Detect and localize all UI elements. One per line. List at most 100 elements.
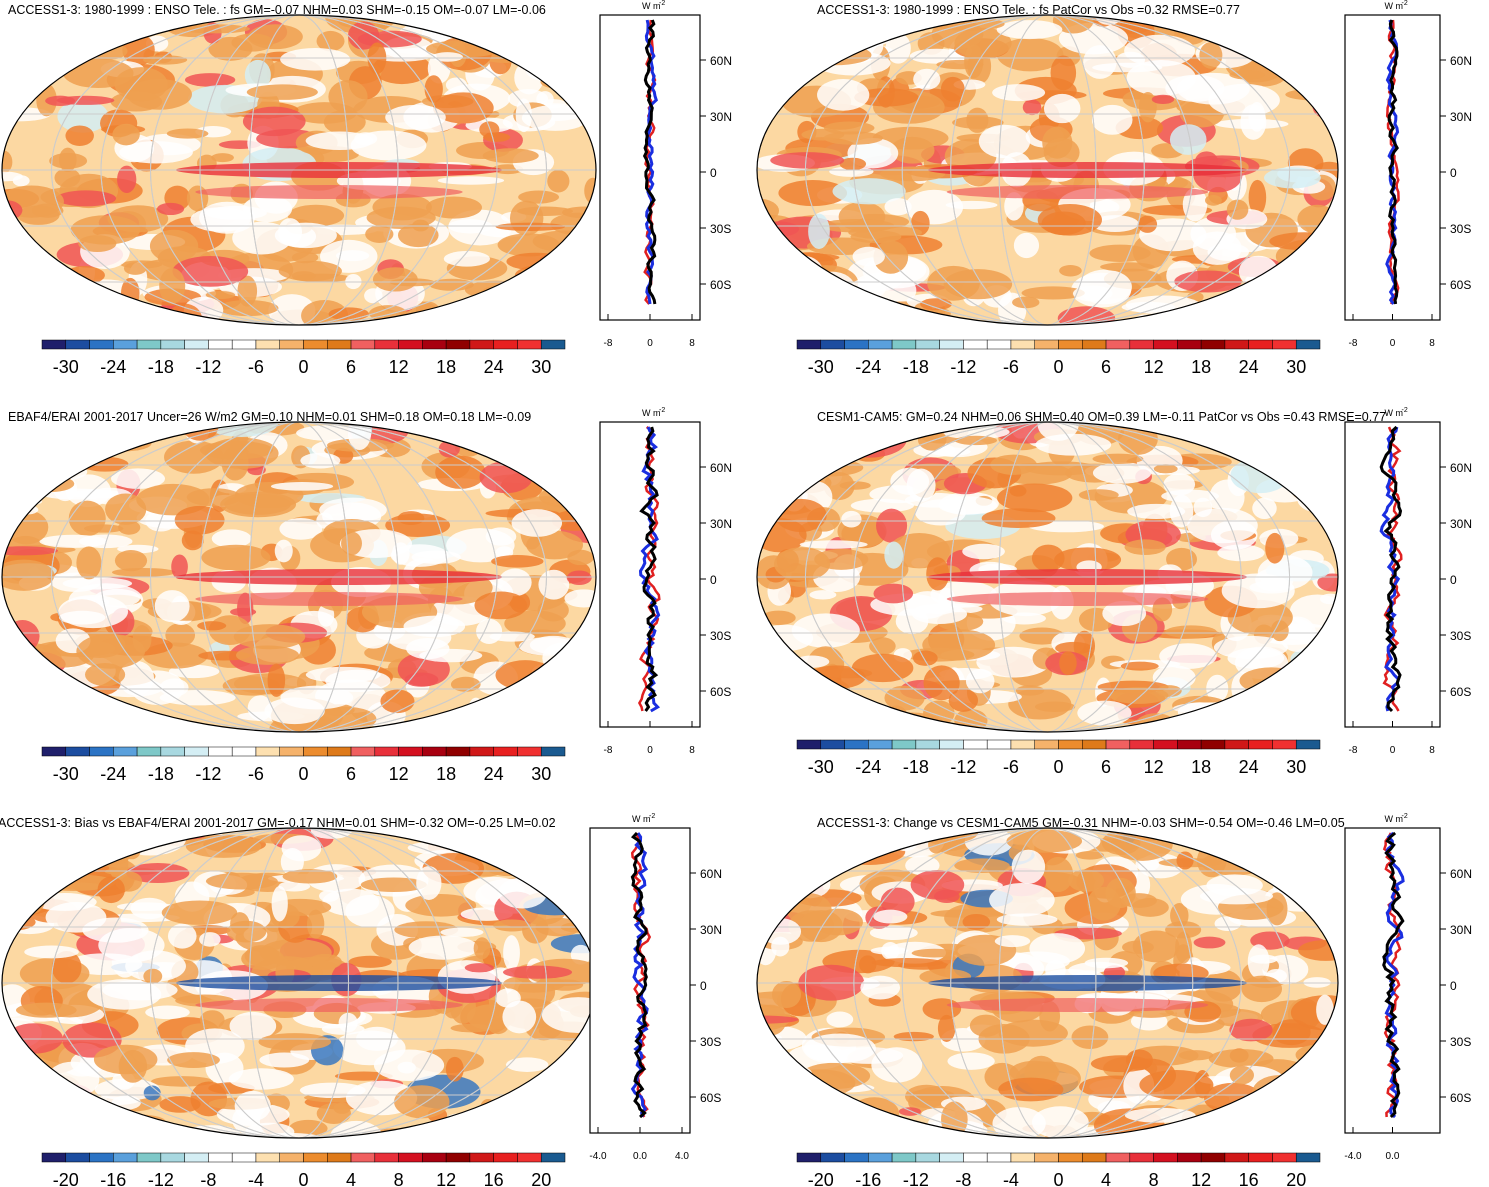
lat-label: 0 bbox=[710, 166, 717, 180]
map-patch bbox=[2, 63, 30, 76]
colorbar-box bbox=[939, 1152, 964, 1163]
map-patch bbox=[397, 1061, 416, 1074]
map-patch bbox=[922, 629, 996, 661]
lat-label: 60N bbox=[710, 54, 732, 68]
map-patch bbox=[890, 467, 930, 495]
map-patch bbox=[2, 422, 65, 439]
map-patch bbox=[111, 567, 176, 577]
map-patch bbox=[503, 1111, 551, 1138]
colorbar-label: -12 bbox=[950, 357, 976, 377]
map-patch bbox=[205, 872, 278, 890]
map-patch bbox=[532, 33, 588, 58]
colorbar-box bbox=[398, 1152, 423, 1163]
map-patch bbox=[785, 256, 823, 288]
colorbar-box bbox=[820, 739, 845, 750]
map-patch bbox=[525, 60, 572, 82]
map-patch bbox=[105, 832, 122, 849]
map-patch bbox=[154, 590, 190, 623]
map-patch bbox=[1175, 931, 1193, 964]
map-patch bbox=[335, 250, 370, 262]
map-patch bbox=[300, 452, 341, 469]
map-patch bbox=[1285, 286, 1338, 308]
map-patch bbox=[1270, 51, 1297, 76]
map-patch bbox=[419, 648, 483, 663]
map-patch bbox=[233, 624, 306, 650]
colorbar-box bbox=[1248, 739, 1273, 750]
panel-title: ACCESS1-3: Change vs CESM1-CAM5 GM=-0.31… bbox=[817, 816, 1345, 830]
map-patch bbox=[849, 1107, 881, 1138]
map-patch bbox=[433, 92, 494, 124]
colorbar-box bbox=[915, 339, 940, 350]
map-patch bbox=[1004, 192, 1024, 221]
profile-line bbox=[1379, 425, 1403, 713]
map-patch bbox=[1187, 507, 1258, 544]
map-patch bbox=[1292, 712, 1338, 732]
map-patch bbox=[1092, 453, 1144, 465]
colorbar-label: -18 bbox=[903, 757, 929, 777]
map-patch bbox=[6, 294, 39, 304]
map-patch bbox=[1295, 1044, 1338, 1066]
map-patch bbox=[39, 534, 108, 548]
colorbar-box bbox=[160, 1152, 185, 1163]
map-patch bbox=[1309, 15, 1338, 33]
map-patch bbox=[875, 1132, 940, 1138]
map-patch bbox=[1289, 458, 1338, 476]
profile-line bbox=[642, 19, 657, 305]
map-patch bbox=[87, 979, 162, 1010]
graticule bbox=[51, 828, 547, 1138]
map-patch bbox=[832, 178, 906, 205]
map-patch bbox=[1227, 647, 1285, 669]
map-patch bbox=[910, 870, 965, 900]
map-patch bbox=[184, 73, 236, 87]
colorbar-label: 6 bbox=[1101, 357, 1111, 377]
map-patch bbox=[492, 1101, 533, 1128]
map-patch bbox=[768, 52, 845, 62]
lat-label: 60N bbox=[1450, 54, 1472, 68]
map-patch bbox=[143, 55, 188, 65]
map-patch bbox=[852, 246, 885, 267]
colorbar-box bbox=[1272, 739, 1297, 750]
map-patch bbox=[785, 453, 821, 474]
map-patch bbox=[63, 58, 134, 89]
graticule bbox=[950, 15, 1145, 325]
colorbar-label: -24 bbox=[855, 757, 881, 777]
map-patch bbox=[1305, 1050, 1334, 1079]
colorbar-box bbox=[1295, 739, 1321, 750]
map-patch bbox=[1078, 489, 1119, 501]
map-patch bbox=[126, 862, 190, 884]
colorbar-label: 12 bbox=[1144, 757, 1164, 777]
x-label: -8 bbox=[604, 745, 613, 756]
map-patch bbox=[1102, 600, 1147, 627]
lat-label: 30N bbox=[1450, 517, 1472, 531]
map-patch bbox=[16, 1002, 77, 1018]
map-patch bbox=[757, 245, 790, 279]
map-patch bbox=[274, 539, 293, 563]
map-patch bbox=[1293, 1091, 1338, 1104]
map-patch bbox=[19, 26, 62, 56]
colorbar-label: -6 bbox=[1003, 757, 1019, 777]
map-patch bbox=[402, 15, 448, 31]
colorbar-box bbox=[89, 1152, 114, 1163]
colorbar-box bbox=[1105, 739, 1131, 750]
profile-unit-sup: -2 bbox=[649, 813, 655, 820]
colorbar-box bbox=[89, 339, 114, 350]
map-patch bbox=[560, 283, 592, 295]
map-patch bbox=[867, 842, 902, 854]
map-patch bbox=[1230, 457, 1290, 494]
panel: EBAF4/ERAI 2001-2017 Uncer=26 W/m2 GM=0.… bbox=[1, 407, 732, 784]
colorbar-box bbox=[939, 739, 964, 750]
map-patch bbox=[72, 836, 118, 853]
colorbar-label: 30 bbox=[531, 764, 551, 784]
map-patch bbox=[786, 451, 828, 467]
map-patch bbox=[871, 957, 944, 968]
map-patch bbox=[1303, 60, 1338, 77]
map-patch bbox=[61, 434, 119, 452]
map-patch bbox=[236, 645, 300, 665]
map-patch bbox=[505, 1057, 549, 1072]
map-patch bbox=[798, 299, 836, 325]
map-patch bbox=[757, 683, 790, 714]
map-patch bbox=[938, 496, 998, 515]
map-patch bbox=[1213, 434, 1264, 449]
map-patch bbox=[450, 676, 481, 692]
lat-label: 60S bbox=[700, 1091, 721, 1105]
